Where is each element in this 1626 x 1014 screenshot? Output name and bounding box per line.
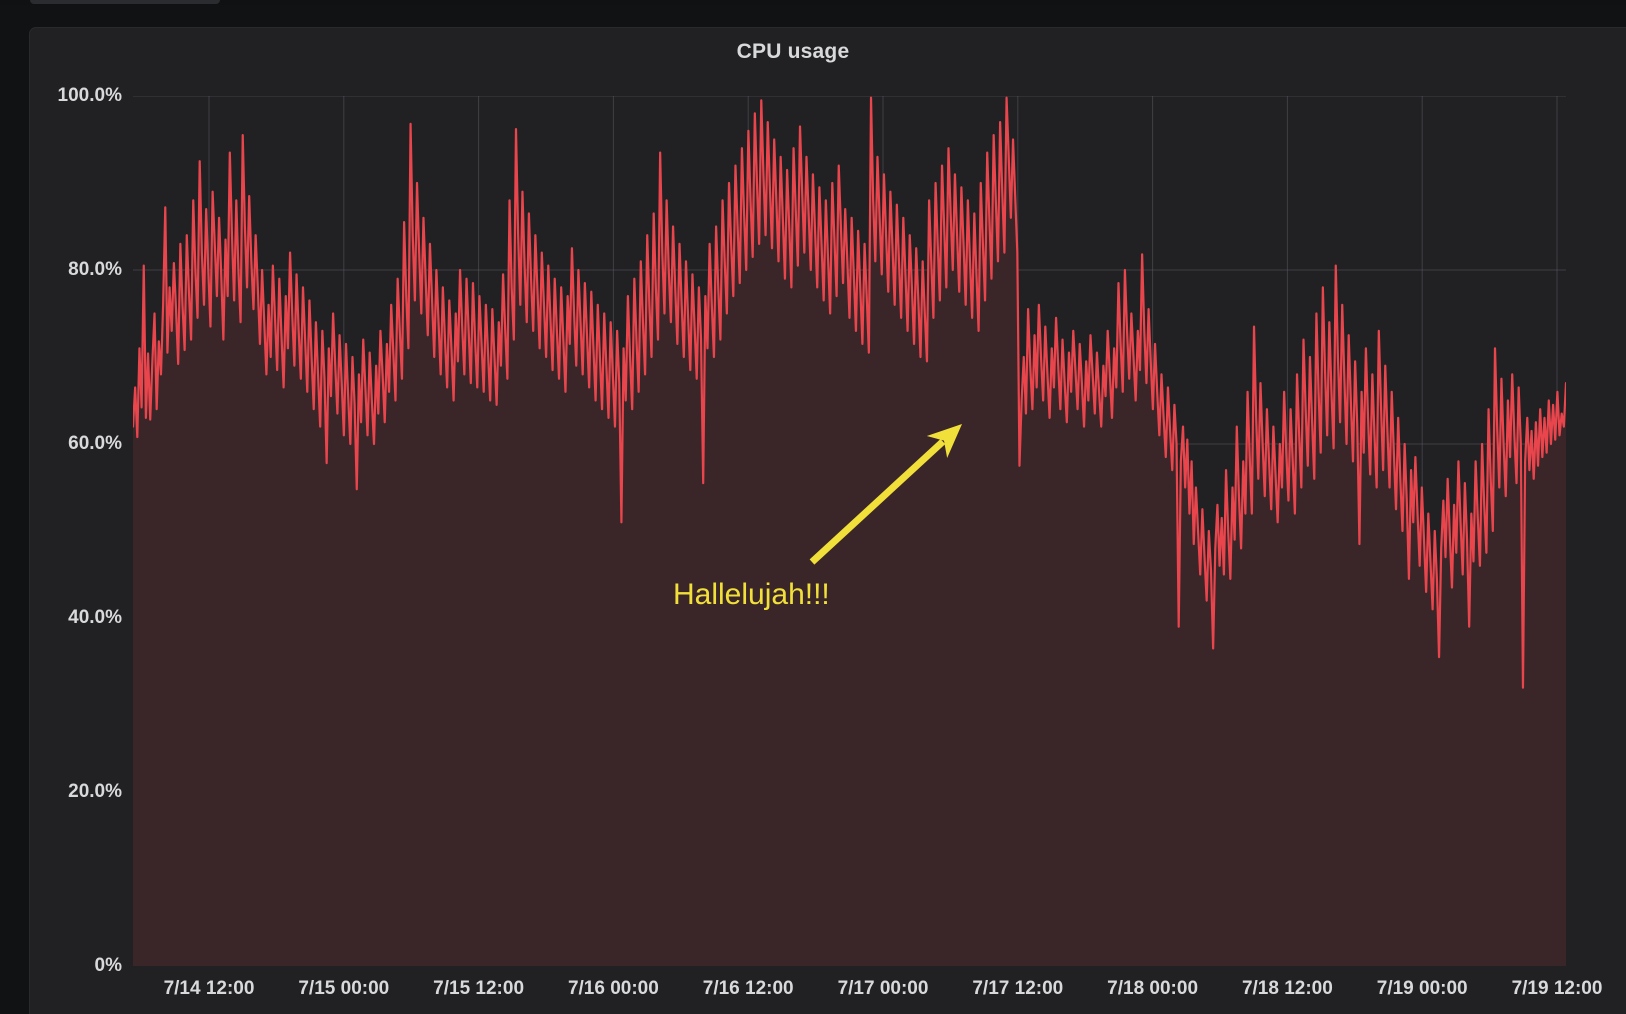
top-chrome-strip [0,0,1626,5]
x-axis-tick-label: 7/15 00:00 [298,978,390,999]
y-axis-tick-label: 80.0% [68,259,122,280]
x-axis: 7/14 12:00 7/15 00:00 7/15 12:00 7/16 00:00… [0,970,1626,1014]
x-axis-tick-label: 7/18 12:00 [1241,978,1333,999]
browser-tab-sliver[interactable] [30,0,220,4]
y-axis-tick-label: 0% [94,955,122,976]
chart-svg [133,96,1566,966]
x-axis-tick-label: 7/17 12:00 [972,978,1064,999]
x-axis-tick-label: 7/15 12:00 [433,978,525,999]
y-axis-tick-label: 40.0% [68,607,122,628]
x-axis-tick-label: 7/19 12:00 [1511,978,1603,999]
y-axis-tick-label: 20.0% [68,781,122,802]
x-axis-tick-label: 7/14 12:00 [163,978,255,999]
x-axis-tick-label: 7/19 00:00 [1376,978,1468,999]
x-axis-tick-label: 7/17 00:00 [837,978,929,999]
y-axis: 0% 20.0% 40.0% 60.0% 80.0% 100.0% [0,0,122,1014]
x-axis-tick-label: 7/16 12:00 [702,978,794,999]
y-axis-tick-label: 100.0% [57,85,122,106]
plot-area [133,96,1566,966]
series-area-fill [133,97,1566,966]
series-line [133,96,1566,689]
y-axis-tick-label: 60.0% [68,433,122,454]
panel-title: CPU usage [736,40,850,63]
x-axis-tick-label: 7/16 00:00 [567,978,659,999]
annotation-label: Hallelujah!!! [673,578,830,611]
x-axis-tick-label: 7/18 00:00 [1107,978,1199,999]
